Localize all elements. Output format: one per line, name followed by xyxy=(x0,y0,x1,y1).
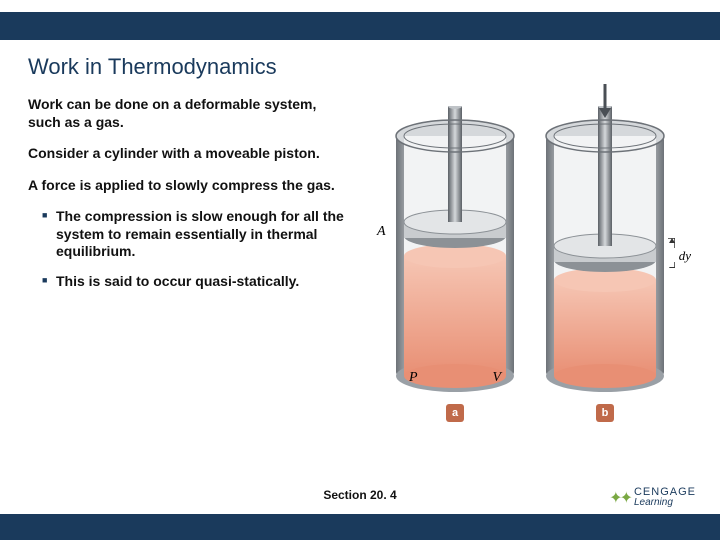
dy-bracket-icon xyxy=(667,238,675,268)
bullet-text: This is said to occur xyxy=(56,273,195,289)
bullet-item: This is said to occur quasi-statically. xyxy=(42,273,348,291)
text-column: Work can be done on a deformable system,… xyxy=(28,96,348,422)
figure-column: A P V a xyxy=(360,96,700,422)
force-arrow-icon xyxy=(596,84,614,118)
cylinder-a-wrap: A P V a xyxy=(395,106,515,422)
figure-badge-a: a xyxy=(446,404,464,422)
logo-mark-icon: ✦✦ xyxy=(609,488,630,508)
header-bar xyxy=(0,0,720,40)
footer-bar xyxy=(0,514,720,540)
bullet-bold: quasi-statically. xyxy=(195,273,299,289)
label-A: A xyxy=(377,224,386,240)
bullet-item: The compression is slow enough for all t… xyxy=(42,208,348,261)
logo-text-bottom: Learning xyxy=(634,498,696,508)
label-dy: dy xyxy=(679,248,691,264)
cylinder-b xyxy=(545,106,665,396)
figure-badge-b: b xyxy=(596,404,614,422)
paragraph: Consider a cylinder with a moveable pist… xyxy=(28,145,348,163)
label-V: V xyxy=(492,370,501,386)
cylinder-b-wrap: dy b xyxy=(545,106,665,422)
cylinder-a xyxy=(395,106,515,396)
bullet-list: The compression is slow enough for all t… xyxy=(28,208,348,290)
paragraph: Work can be done on a deformable system,… xyxy=(28,96,348,131)
brand-logo: ✦✦ CENGAGE Learning xyxy=(609,487,696,508)
label-P: P xyxy=(409,370,418,386)
content-row: Work can be done on a deformable system,… xyxy=(0,96,720,422)
paragraph: A force is applied to slowly compress th… xyxy=(28,177,348,195)
